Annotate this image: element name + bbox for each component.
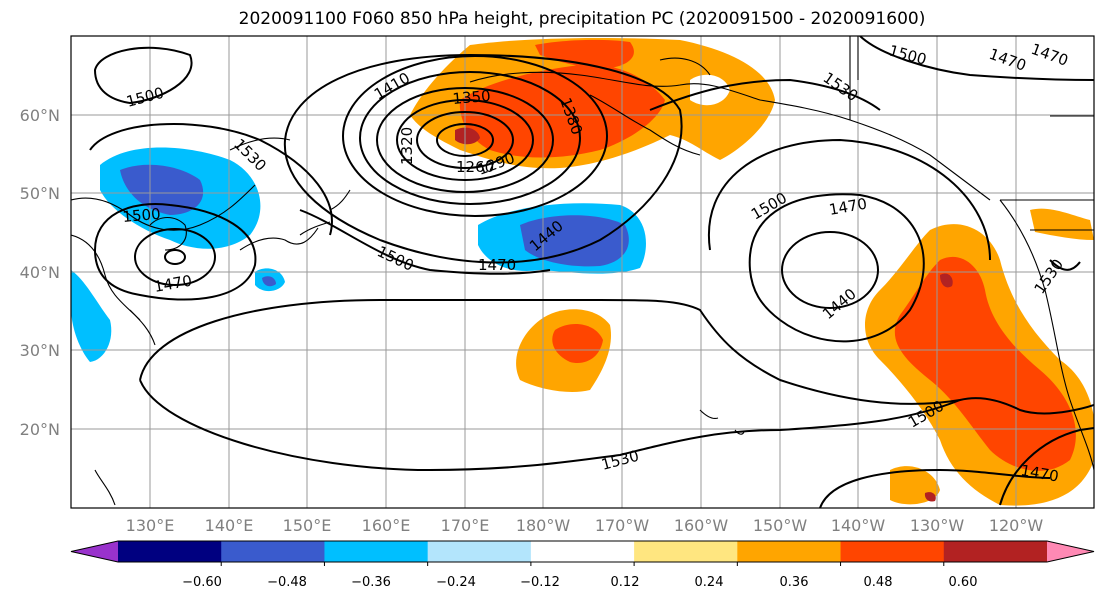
colorbar-segment	[427, 541, 532, 562]
longitude-labels: 130°E 140°E 150°E 160°E 170°E 180°W 170°…	[126, 516, 1044, 535]
colorbar-tick-label: 0.48	[864, 575, 893, 590]
lat-label: 40°N	[20, 263, 60, 282]
colorbar-tick-label: 0.24	[695, 575, 724, 590]
colorbar-extend-high	[1047, 541, 1094, 562]
colorbar-segment	[634, 541, 738, 562]
lat-label: 50°N	[20, 184, 60, 203]
colorbar-tick-label: −0.48	[267, 575, 307, 590]
lat-label: 20°N	[20, 420, 60, 439]
lon-label: 170°E	[441, 516, 490, 535]
colorbar-segment	[530, 541, 635, 562]
lon-label: 160°E	[362, 516, 411, 535]
contour-label: 1320	[398, 127, 416, 165]
contour-label: 1500	[122, 205, 162, 226]
colorbar-extend-low	[71, 541, 118, 562]
lat-label: 30°N	[20, 341, 60, 360]
lon-label: 170°W	[595, 516, 650, 535]
contour-label: 1350	[452, 87, 492, 108]
coastlines	[71, 36, 1094, 506]
colorbar-segment	[118, 541, 222, 562]
colorbar-segment	[943, 541, 1048, 562]
colorbar	[70, 540, 1095, 566]
map-title: 2020091100 F060 850 hPa height, precipit…	[238, 9, 926, 29]
lon-label: 120°W	[989, 516, 1044, 535]
lon-label: 150°E	[283, 516, 332, 535]
colorbar-tick-label: 0.60	[949, 575, 978, 590]
contour-label: 1260	[456, 158, 494, 176]
precip-positive-shading	[410, 37, 1094, 506]
colorbar-tick-label: 0.12	[611, 575, 640, 590]
colorbar-tick-labels: −0.60 −0.48 −0.36 −0.24 −0.12 0.12 0.24 …	[182, 575, 977, 590]
colorbar-tick-label: −0.24	[436, 575, 476, 590]
lon-label: 130°E	[126, 516, 175, 535]
colorbar-segment	[324, 541, 429, 562]
precip-negative-shading	[71, 147, 646, 362]
height-contours	[89, 36, 1094, 508]
lon-label: 160°W	[674, 516, 729, 535]
map-frame	[70, 35, 1095, 509]
colorbar-tick-label: −0.12	[520, 575, 560, 590]
lon-label: 140°W	[831, 516, 886, 535]
latitude-labels: 60°N 50°N 40°N 30°N 20°N	[20, 106, 60, 439]
lon-label: 130°W	[910, 516, 965, 535]
colorbar-segment	[221, 541, 325, 562]
contour-label: 1470	[478, 256, 516, 274]
lon-label: 150°W	[753, 516, 808, 535]
lon-label: 140°E	[205, 516, 254, 535]
colorbar-tick-label: 0.36	[780, 575, 809, 590]
colorbar-segment	[840, 541, 945, 562]
lat-label: 60°N	[20, 106, 60, 125]
colorbar-tick-label: −0.60	[182, 575, 222, 590]
lon-label: 180°W	[516, 516, 571, 535]
colorbar-outline	[70, 540, 1095, 563]
colorbar-segment	[737, 541, 842, 562]
colorbar-tick-label: −0.36	[351, 575, 391, 590]
